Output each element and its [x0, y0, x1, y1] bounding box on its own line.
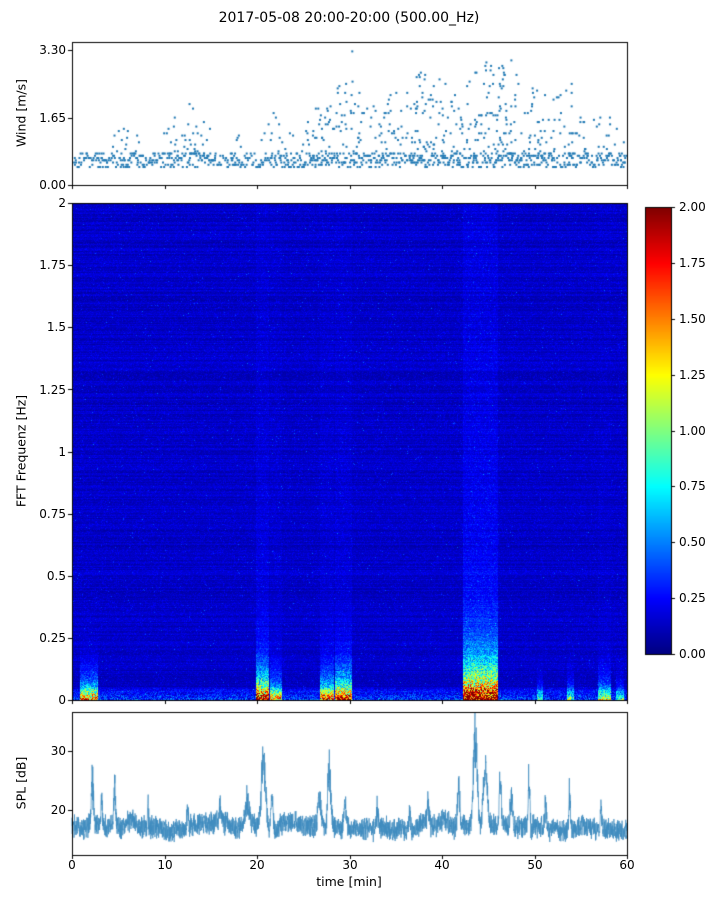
fft-ytick: 1 — [58, 445, 66, 459]
colorbar-tick: 1.00 — [679, 424, 706, 438]
fft-ytick: 2 — [58, 196, 66, 210]
fft-ytick: 1.75 — [39, 258, 66, 272]
colorbar-tick: 0.25 — [679, 591, 706, 605]
fft-ytick: 1.25 — [39, 383, 66, 397]
spl-ylabel: SPL [dB] — [13, 756, 29, 810]
x-tick: 60 — [619, 858, 635, 872]
spl-ytick: 20 — [50, 803, 66, 817]
colorbar-tick: 2.00 — [679, 200, 706, 214]
x-tick: 0 — [68, 858, 76, 872]
colorbar-tick: 1.50 — [679, 312, 706, 326]
wind-ytick: 3.30 — [39, 43, 66, 57]
wind-ytick: 0.00 — [39, 178, 66, 192]
figure-title: 2017-05-08 20:00-20:00 (500.00_Hz) — [218, 10, 480, 26]
wind-ytick: 1.65 — [39, 111, 66, 125]
fft-ytick: 0.75 — [39, 507, 66, 521]
colorbar-tick: 1.75 — [679, 256, 706, 270]
x-tick: 20 — [249, 858, 265, 872]
fft-ytick: 0.5 — [46, 569, 66, 583]
x-tick: 50 — [527, 858, 543, 872]
spl-ytick: 30 — [50, 744, 66, 758]
x-tick: 30 — [342, 858, 358, 872]
colorbar-tick: 1.25 — [679, 368, 706, 382]
x-axis-label: time [min] — [316, 874, 382, 889]
fft-ytick: 0 — [58, 693, 66, 707]
x-tick: 40 — [434, 858, 450, 872]
fft-ytick: 1.5 — [46, 320, 66, 334]
colorbar-tick: 0.50 — [679, 535, 706, 549]
colorbar-tick: 0.00 — [679, 647, 706, 661]
colorbar-tick: 0.75 — [679, 479, 706, 493]
x-tick: 10 — [157, 858, 173, 872]
fft-ytick: 0.25 — [39, 631, 66, 645]
